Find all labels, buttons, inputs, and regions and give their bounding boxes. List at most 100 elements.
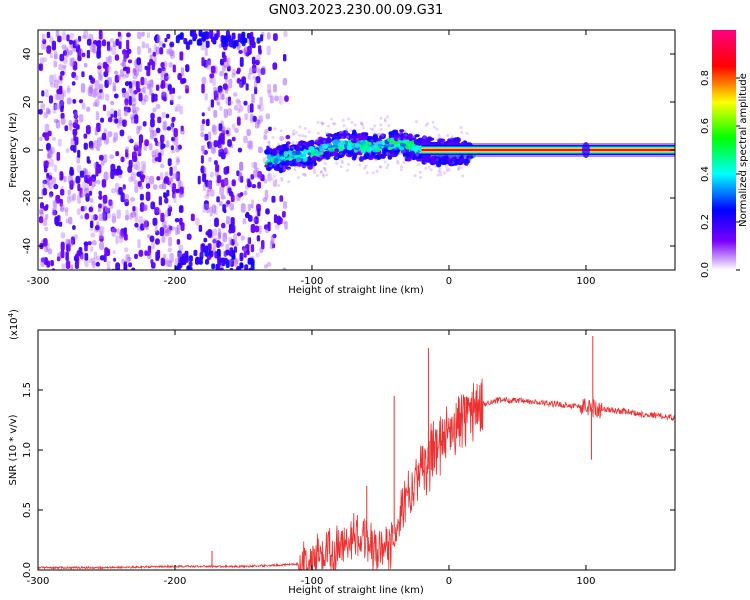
heatmap-cell xyxy=(284,221,288,230)
heatmap-cell xyxy=(208,180,212,190)
heatmap-cell xyxy=(91,257,96,266)
heatmap-cell xyxy=(59,101,65,106)
heatmap-cell xyxy=(78,35,82,42)
heatmap-cell xyxy=(255,76,261,84)
heatmap-cell xyxy=(52,199,57,208)
heatmap-cell xyxy=(133,163,138,170)
heatmap-cell xyxy=(70,264,74,270)
heatmap-cell xyxy=(422,135,427,141)
heatmap-cell xyxy=(190,213,195,222)
heatmap-cell xyxy=(279,164,283,168)
heatmap-cell xyxy=(42,218,48,227)
heatmap-cell xyxy=(150,269,154,270)
heatmap-cell xyxy=(360,122,364,126)
heatmap-cell xyxy=(127,59,133,64)
heatmap-cell xyxy=(146,80,151,89)
heatmap-cell xyxy=(285,141,291,145)
heatmap-cell xyxy=(239,263,244,269)
heatmap-cell xyxy=(234,242,239,247)
heatmap-cell xyxy=(97,65,102,70)
heatmap-cell xyxy=(222,83,228,90)
heatmap-cell xyxy=(251,184,257,189)
heatmap-cell xyxy=(38,109,43,115)
heatmap-cell xyxy=(220,179,226,188)
heatmap-cell xyxy=(93,162,97,169)
heatmap-cell xyxy=(47,109,51,115)
heatmap-cell xyxy=(72,40,77,49)
heatmap-cell xyxy=(96,137,102,148)
heatmap-cell xyxy=(108,199,113,206)
heatmap-cell xyxy=(116,165,121,173)
heatmap-cell xyxy=(213,86,217,97)
heatmap-cell xyxy=(235,98,240,104)
heatmap-cell xyxy=(89,84,94,94)
heatmap-cell xyxy=(68,238,74,247)
heatmap-cell xyxy=(356,156,360,160)
heatmap-cell xyxy=(175,226,179,236)
heatmap-cell xyxy=(292,161,298,167)
heatmap-cell xyxy=(42,57,47,63)
heatmap-cell xyxy=(266,262,272,267)
heatmap-cell xyxy=(393,135,399,142)
heatmap-cell xyxy=(257,146,263,154)
heatmap-cell xyxy=(322,144,326,148)
heatmap-cell xyxy=(282,201,287,209)
heatmap-cell xyxy=(40,257,46,263)
heatmap-cell xyxy=(138,63,143,72)
heatmap-cell xyxy=(162,121,167,131)
heatmap-cell xyxy=(352,129,357,136)
heatmap-cell xyxy=(354,149,358,153)
heatmap-cell xyxy=(320,121,324,125)
heatmap-cell xyxy=(79,187,83,198)
heatmap-cell xyxy=(398,131,402,135)
heatmap-cell xyxy=(83,241,89,247)
heatmap-cell xyxy=(203,59,208,68)
heatmap-cell xyxy=(300,158,304,162)
heatmap-cell xyxy=(268,150,275,155)
heatmap-cell xyxy=(352,153,358,157)
heatmap-cell xyxy=(272,174,276,178)
heatmap-cell xyxy=(42,187,47,196)
heatmap-cell xyxy=(68,269,71,270)
heatmap-cell xyxy=(282,267,287,270)
heatmap-cell xyxy=(59,198,63,207)
heatmap-cell xyxy=(280,176,284,180)
heatmap-cell xyxy=(123,106,128,112)
heatmap-cell xyxy=(102,194,108,204)
heatmap-cell xyxy=(85,193,90,202)
heatmap-cell xyxy=(258,45,262,53)
heatmap-cell xyxy=(185,64,190,73)
heatmap-cell xyxy=(96,122,101,133)
heatmap-cell xyxy=(77,48,82,58)
heatmap-cell xyxy=(72,109,78,115)
heatmap-cell xyxy=(312,166,316,170)
heatmap-cell xyxy=(257,181,261,189)
heatmap-cell xyxy=(416,163,420,167)
heatmap-cell xyxy=(73,234,79,240)
heatmap-cell xyxy=(151,155,157,164)
heatmap-cell xyxy=(110,188,116,194)
heatmap-cell xyxy=(224,72,228,80)
heatmap-cell xyxy=(237,268,242,270)
x-tick-label: -100 xyxy=(301,576,324,587)
heatmap-cell xyxy=(256,37,261,44)
heatmap-cell xyxy=(203,237,208,243)
heatmap-cell xyxy=(274,178,278,182)
heatmap-cell xyxy=(148,47,152,54)
heatmap-cell xyxy=(94,225,100,231)
bottom-x-ticks: -300 -200 -100 0 100 xyxy=(27,330,596,587)
heatmap-cell xyxy=(273,163,277,167)
heatmap-cell xyxy=(400,151,404,155)
heatmap-cell xyxy=(255,67,260,74)
heatmap-cell xyxy=(232,123,236,130)
heatmap-cell xyxy=(223,147,228,155)
heatmap-cell xyxy=(136,57,141,66)
heatmap-cell xyxy=(201,145,206,155)
heatmap-cell xyxy=(243,190,248,196)
heatmap-cell xyxy=(223,55,227,63)
heatmap-cell xyxy=(148,127,154,133)
heatmap-cell xyxy=(218,123,223,132)
heatmap-cell xyxy=(320,152,324,156)
heatmap-cell xyxy=(92,261,96,269)
heatmap-cell xyxy=(131,211,136,218)
